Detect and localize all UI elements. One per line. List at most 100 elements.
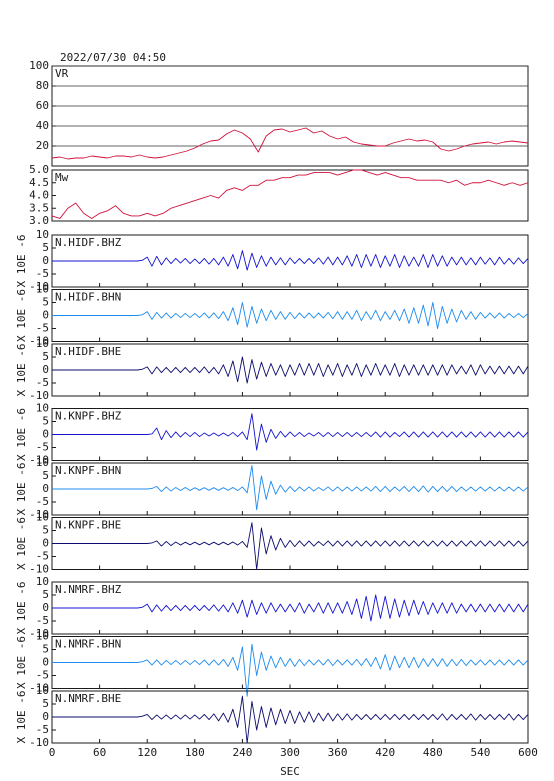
y-tick-label: 3.5 xyxy=(29,201,49,214)
y-tick-label: 10 xyxy=(36,337,49,350)
x-tick-label: 180 xyxy=(185,746,205,759)
y-tick-label: 0 xyxy=(42,254,49,267)
y-tick-label: 5 xyxy=(42,588,49,601)
y-tick-label: -10 xyxy=(29,627,49,640)
y-tick-label: 10 xyxy=(36,228,49,241)
y-axis-label: X 10E -6 xyxy=(15,289,28,342)
x-axis-label: SEC xyxy=(280,765,300,778)
y-tick-label: 20 xyxy=(36,139,49,152)
y-tick-label: -5 xyxy=(36,267,49,280)
trace-line xyxy=(52,302,529,329)
x-tick-label: 480 xyxy=(423,746,443,759)
trace-line xyxy=(52,465,529,511)
y-tick-label: 40 xyxy=(36,119,49,132)
x-tick-label: 300 xyxy=(280,746,300,759)
y-axis-label: X 10E -6 xyxy=(15,691,28,744)
y-tick-label: -5 xyxy=(36,495,49,508)
panel-frame xyxy=(51,65,529,167)
x-tick-label: 120 xyxy=(137,746,157,759)
panel-label: N.NMRF.BHN xyxy=(55,638,121,651)
y-tick-label: 0 xyxy=(42,710,49,723)
trace-line xyxy=(52,413,529,451)
y-tick-label: 60 xyxy=(36,99,49,112)
y-tick-label: -10 xyxy=(29,280,49,293)
x-tick-label: 0 xyxy=(49,746,56,759)
y-tick-label: 0 xyxy=(42,537,49,550)
panel-label: VR xyxy=(55,67,69,80)
y-tick-label: 10 xyxy=(36,283,49,296)
y-tick-label: -10 xyxy=(29,563,49,576)
panel-label: N.HIDF.BHZ xyxy=(55,236,122,249)
y-tick-label: -10 xyxy=(29,335,49,348)
panel-label: N.KNPF.BHE xyxy=(55,519,121,532)
x-tick-label: 540 xyxy=(470,746,490,759)
x-tick-label: 240 xyxy=(232,746,252,759)
trace-line xyxy=(52,250,529,271)
y-axis-label: X 10E -6 xyxy=(15,582,28,635)
y-tick-label: 100 xyxy=(29,59,49,72)
y-tick-label: -10 xyxy=(29,508,49,521)
y-tick-label: 5.0 xyxy=(29,163,49,176)
y-axis-label: X 10E -6 xyxy=(15,517,28,570)
y-tick-label: 5 xyxy=(42,241,49,254)
trace-line xyxy=(51,169,529,219)
y-tick-label: -10 xyxy=(29,389,49,402)
y-tick-label: 0 xyxy=(42,601,49,614)
y-tick-label: 10 xyxy=(36,684,49,697)
x-tick-label: 600 xyxy=(518,746,538,759)
y-tick-label: 10 xyxy=(36,630,49,643)
panel-label: N.HIDF.BHN xyxy=(55,291,121,304)
y-tick-label: 0 xyxy=(42,482,49,495)
y-tick-label: 80 xyxy=(36,79,49,92)
y-tick-label: 0 xyxy=(42,656,49,669)
y-tick-label: 5 xyxy=(42,469,49,482)
y-tick-label: 10 xyxy=(36,575,49,588)
y-tick-label: 5 xyxy=(42,643,49,656)
chart-title: 2022/07/30 04:50 xyxy=(60,51,166,64)
y-tick-label: 4.5 xyxy=(29,176,49,189)
y-tick-label: -10 xyxy=(29,454,49,467)
panel-label: N.KNPF.BHZ xyxy=(55,410,122,423)
y-tick-label: -5 xyxy=(36,550,49,563)
trace-line xyxy=(52,594,529,622)
x-tick-label: 420 xyxy=(375,746,395,759)
y-tick-label: 4.0 xyxy=(29,189,49,202)
y-tick-label: -5 xyxy=(36,441,49,454)
y-tick-label: 3.0 xyxy=(29,214,49,227)
y-tick-label: 5 xyxy=(42,697,49,710)
y-tick-label: -10 xyxy=(29,682,49,695)
y-axis-label: X 10E -6 xyxy=(15,636,28,689)
y-tick-label: -5 xyxy=(36,723,49,736)
panel-label: N.NMRF.BHZ xyxy=(55,583,122,596)
y-tick-label: 0 xyxy=(42,309,49,322)
y-tick-label: 5 xyxy=(42,350,49,363)
panel-label: N.HIDF.BHE xyxy=(55,345,121,358)
trace-line xyxy=(52,356,529,384)
y-tick-label: 0 xyxy=(42,363,49,376)
x-tick-label: 60 xyxy=(93,746,106,759)
y-axis-label: X 10E -6 xyxy=(15,235,28,288)
trace-line xyxy=(51,127,529,160)
y-tick-label: 5 xyxy=(42,524,49,537)
panel-label: Mw xyxy=(55,171,69,184)
trace-line xyxy=(52,522,529,570)
trace-line xyxy=(52,643,529,697)
y-axis-label: X 10E -6 xyxy=(15,344,28,397)
x-tick-label: 360 xyxy=(328,746,348,759)
y-axis-label: X 10E -6 xyxy=(15,463,28,516)
y-tick-label: -5 xyxy=(36,322,49,335)
y-tick-label: 10 xyxy=(36,402,49,415)
panel-label: N.NMRF.BHE xyxy=(55,692,121,705)
y-tick-label: 0 xyxy=(42,428,49,441)
y-tick-label: 10 xyxy=(36,456,49,469)
y-tick-label: 10 xyxy=(36,511,49,524)
y-tick-label: -5 xyxy=(36,669,49,682)
y-tick-label: 5 xyxy=(42,296,49,309)
y-tick-label: 5 xyxy=(42,415,49,428)
y-tick-label: -5 xyxy=(36,376,49,389)
panel-label: N.KNPF.BHN xyxy=(55,464,121,477)
y-tick-label: -5 xyxy=(36,614,49,627)
y-tick-label: -10 xyxy=(29,736,49,749)
y-axis-label: X 10E -6 xyxy=(15,408,28,461)
